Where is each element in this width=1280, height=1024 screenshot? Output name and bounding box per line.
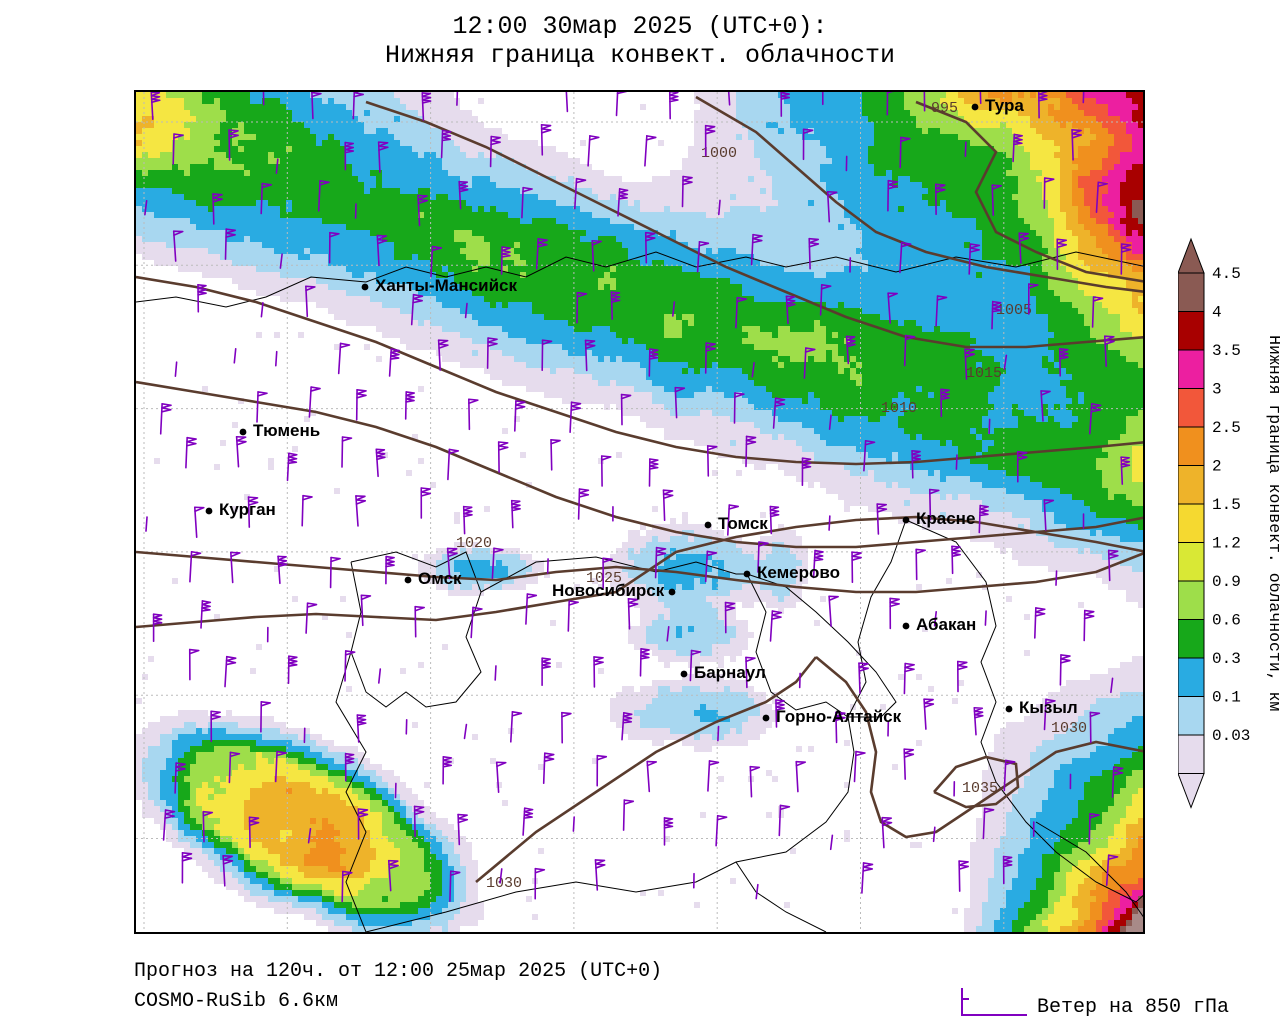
svg-text:Кемерово: Кемерово <box>757 563 840 582</box>
svg-text:0.03: 0.03 <box>1212 727 1250 745</box>
svg-text:Кызыл: Кызыл <box>1019 698 1078 717</box>
svg-text:Новосибирск: Новосибирск <box>552 581 665 600</box>
svg-text:1010: 1010 <box>881 400 917 417</box>
svg-text:Ханты-Мансийск: Ханты-Мансийск <box>375 276 517 295</box>
svg-text:0.3: 0.3 <box>1212 650 1241 668</box>
svg-text:1020: 1020 <box>456 535 492 552</box>
svg-text:1035: 1035 <box>962 780 998 797</box>
svg-text:Тура: Тура <box>985 96 1024 115</box>
svg-text:995: 995 <box>931 100 958 117</box>
svg-text:Нижняя граница конвект. облачн: Нижняя граница конвект. облачности, км <box>1265 335 1280 711</box>
svg-text:0.1: 0.1 <box>1212 689 1241 707</box>
svg-text:0.6: 0.6 <box>1212 612 1241 630</box>
svg-text:1.2: 1.2 <box>1212 535 1241 553</box>
svg-text:2: 2 <box>1212 458 1222 476</box>
svg-text:Тюмень: Тюмень <box>253 421 320 440</box>
svg-text:1015: 1015 <box>966 365 1002 382</box>
svg-text:3.5: 3.5 <box>1212 342 1241 360</box>
svg-text:Горно-Алтайск: Горно-Алтайск <box>776 707 902 726</box>
svg-text:1030: 1030 <box>1051 720 1087 737</box>
svg-text:Ветер на 850 гПа: Ветер на 850 гПа <box>1037 996 1229 1019</box>
svg-text:1.5: 1.5 <box>1212 496 1241 514</box>
svg-text:Красне: Красне <box>916 509 975 528</box>
svg-text:Барнаул: Барнаул <box>694 663 766 682</box>
svg-text:3: 3 <box>1212 381 1222 399</box>
svg-text:1005: 1005 <box>996 302 1032 319</box>
svg-text:2.5: 2.5 <box>1212 419 1241 437</box>
svg-text:4: 4 <box>1212 304 1222 322</box>
svg-text:Курган: Курган <box>219 500 276 519</box>
svg-text:Томск: Томск <box>718 514 768 533</box>
svg-text:4.5: 4.5 <box>1212 265 1241 283</box>
svg-text:1030: 1030 <box>486 875 522 892</box>
svg-text:Омск: Омск <box>418 569 462 588</box>
svg-text:Абакан: Абакан <box>916 615 976 634</box>
svg-text:0.9: 0.9 <box>1212 573 1241 591</box>
